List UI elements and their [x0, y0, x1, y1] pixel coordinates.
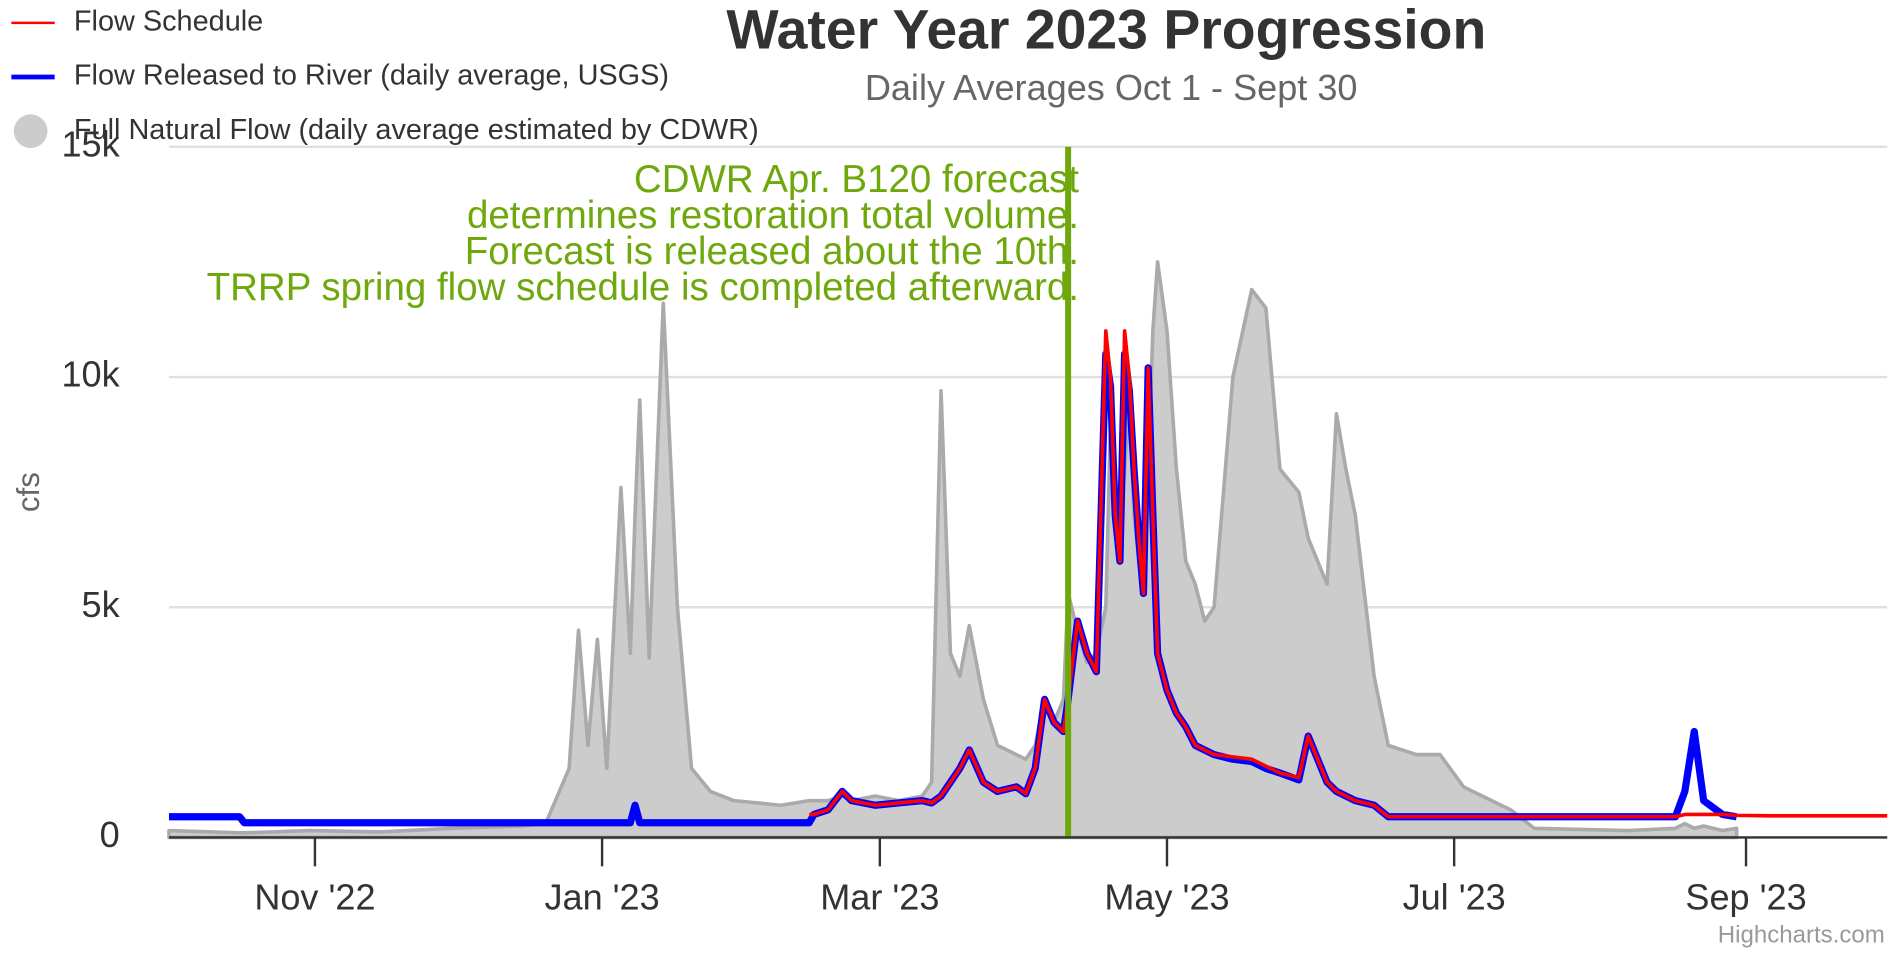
legend-item: Full Natural Flow (daily average estimat…	[13, 114, 759, 149]
legend-symbol	[13, 114, 48, 149]
x-tick-label: Nov '22	[254, 877, 375, 918]
x-tick-label: May '23	[1104, 877, 1229, 918]
chart-subtitle: Daily Averages Oct 1 - Sept 30	[865, 67, 1358, 108]
x-tick-label: Sep '23	[1685, 877, 1806, 918]
x-tick-label: Jul '23	[1403, 877, 1506, 918]
credits: Highcharts.com	[1718, 921, 1885, 948]
y-tick-label: 15k	[61, 123, 120, 164]
line-series	[809, 329, 1888, 819]
legend-label: Flow Released to River (daily average, U…	[74, 60, 669, 92]
x-tick-label: Jan '23	[544, 877, 659, 918]
plot-line-label: determines restoration total volume.	[467, 194, 1079, 237]
x-tick-label: Mar '23	[820, 877, 939, 918]
y-axis-title: cfs	[11, 472, 46, 512]
y-tick-label: 0	[100, 814, 120, 855]
plot-line-label: CDWR Apr. B120 forecast	[634, 158, 1079, 201]
plot-line-label: TRRP spring flow schedule is completed a…	[207, 266, 1079, 309]
legend-item: Flow Released to River (daily average, U…	[11, 60, 669, 92]
legend-label: Flow Schedule	[74, 5, 263, 37]
legend-label: Full Natural Flow (daily average estimat…	[74, 114, 759, 146]
plot-line-label: Forecast is released about the 10th.	[465, 230, 1079, 273]
legend-item: Flow Schedule	[11, 5, 263, 37]
y-tick-label: 5k	[82, 584, 121, 625]
area-series	[167, 260, 1739, 840]
chart-title: Water Year 2023 Progression	[726, 0, 1486, 60]
y-tick-label: 10k	[61, 354, 120, 395]
